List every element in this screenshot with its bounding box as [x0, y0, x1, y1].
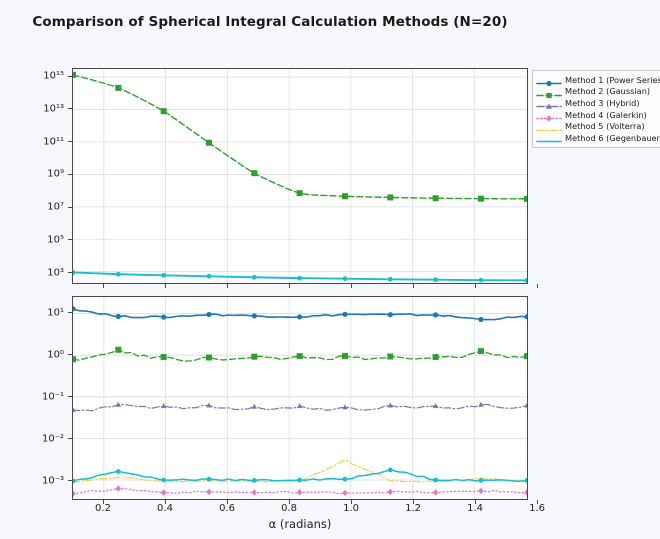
y-tick-label: 10¹³ [43, 103, 64, 115]
y-tick-label: 10⁹ [47, 168, 64, 180]
x-axis-label: α (radians) [268, 517, 332, 531]
x-tick-label: 1.0 [343, 503, 359, 514]
legend-swatch-icon [536, 121, 562, 132]
y-tick-mark [68, 312, 72, 314]
x-tick-mark [102, 500, 104, 504]
x-tick-mark [288, 284, 290, 288]
x-tick-label: 1.4 [467, 503, 483, 514]
legend-label: Method 5 (Volterra) [565, 121, 645, 132]
x-tick-mark [474, 500, 476, 504]
legend-item-1[interactable]: Method 1 (Power Series) [536, 74, 660, 87]
y-tick-label: 10¹¹ [43, 136, 64, 148]
bottom-plot-axes [72, 296, 528, 500]
y-tick-label: 10³ [47, 267, 64, 279]
legend-item-5[interactable]: Method 5 (Volterra) [536, 120, 660, 132]
x-tick-mark [164, 284, 166, 288]
x-tick-mark [412, 284, 414, 288]
y-tick-mark [68, 480, 72, 482]
y-tick-label: 10¹ [47, 307, 64, 319]
legend-item-4[interactable]: Method 4 (Galerkin) [536, 109, 660, 122]
x-tick-label: 0.6 [219, 503, 235, 514]
legend-swatch-icon [536, 132, 562, 143]
x-tick-mark [350, 284, 352, 288]
x-tick-mark [226, 500, 228, 504]
y-tick-mark [68, 272, 72, 274]
x-tick-mark [102, 284, 104, 288]
legend-item-3[interactable]: Method 3 (Hybrid) [536, 97, 660, 110]
x-tick-mark [164, 500, 166, 504]
y-tick-mark [68, 438, 72, 440]
x-tick-label: 1.2 [405, 503, 421, 514]
y-tick-label: 10⁷ [47, 201, 64, 213]
x-tick-mark [474, 284, 476, 288]
legend-label: Method 2 (Gaussian) [565, 86, 651, 97]
top-plot-canvas [73, 69, 527, 283]
y-tick-label: 10⁻¹ [41, 391, 64, 403]
y-tick-label: 10¹⁵ [43, 70, 64, 82]
legend-item-2[interactable]: Method 2 (Gaussian) [536, 86, 660, 98]
x-tick-mark [226, 284, 228, 288]
y-tick-label: 10⁵ [47, 234, 64, 246]
bottom-plot-canvas [73, 297, 527, 499]
y-tick-label: 10⁻² [41, 433, 64, 445]
x-tick-label: 1.6 [529, 503, 545, 514]
legend-label: Method 3 (Hybrid) [565, 97, 640, 108]
y-tick-mark [68, 396, 72, 398]
y-tick-mark [68, 141, 72, 143]
legend-swatch-icon [536, 97, 562, 110]
legend-item-6[interactable]: Method 6 (Gegenbauer) [536, 132, 660, 144]
x-tick-label: 0.2 [95, 503, 111, 514]
y-tick-mark [68, 108, 72, 110]
x-tick-label: 0.8 [281, 503, 297, 514]
y-tick-label: 10⁻³ [41, 475, 64, 487]
y-tick-mark [68, 75, 72, 77]
x-tick-mark [536, 500, 538, 504]
x-tick-mark [350, 500, 352, 504]
legend-label: Method 6 (Gegenbauer) [565, 132, 660, 143]
x-tick-label: 0.4 [157, 503, 173, 514]
y-tick-mark [68, 173, 72, 175]
y-tick-mark [68, 354, 72, 356]
top-plot-axes [72, 68, 528, 284]
y-tick-label: 10⁰ [47, 349, 64, 361]
legend-swatch-icon [536, 109, 562, 122]
chart-title: Comparison of Spherical Integral Calcula… [32, 14, 508, 30]
x-tick-mark [288, 500, 290, 504]
legend: Method 1 (Power Series) Method 2 (Gaussia… [532, 70, 660, 148]
legend-swatch-icon [536, 74, 562, 87]
legend-label: Method 1 (Power Series) [565, 74, 660, 85]
x-tick-mark [536, 284, 538, 288]
y-tick-mark [68, 239, 72, 241]
y-tick-mark [68, 206, 72, 208]
legend-swatch-icon [536, 86, 562, 98]
legend-label: Method 4 (Galerkin) [565, 109, 647, 120]
x-tick-mark [412, 500, 414, 504]
